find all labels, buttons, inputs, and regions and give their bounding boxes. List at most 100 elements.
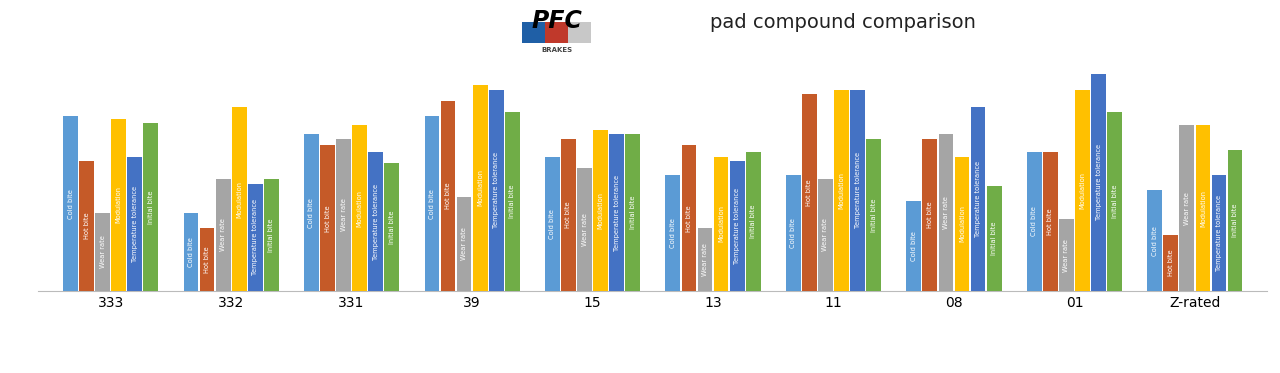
Text: Wear rate: Wear rate: [581, 213, 588, 246]
Bar: [730, 161, 745, 291]
Bar: [1075, 90, 1089, 291]
Text: Modulation: Modulation: [718, 205, 724, 242]
Text: Modulation: Modulation: [598, 192, 604, 229]
Bar: [681, 145, 696, 291]
Bar: [352, 125, 367, 291]
Text: Modulation: Modulation: [237, 181, 242, 218]
Text: Hot bite: Hot bite: [83, 213, 90, 239]
Text: Hot bite: Hot bite: [204, 246, 210, 273]
Bar: [906, 201, 922, 291]
Text: Cold bite: Cold bite: [68, 189, 73, 219]
Text: Modulation: Modulation: [959, 205, 965, 242]
Bar: [803, 94, 817, 291]
Bar: [1164, 235, 1178, 291]
Bar: [1179, 125, 1194, 291]
Bar: [369, 152, 383, 291]
Text: Hot bite: Hot bite: [566, 201, 571, 228]
Text: PFC: PFC: [531, 9, 582, 33]
Text: Cold bite: Cold bite: [790, 218, 796, 248]
Text: Wear rate: Wear rate: [340, 198, 347, 231]
Bar: [425, 116, 439, 291]
Text: Cold bite: Cold bite: [911, 231, 916, 261]
Bar: [1212, 175, 1226, 291]
Bar: [1027, 152, 1042, 291]
Text: Temperature tolerance: Temperature tolerance: [493, 152, 499, 228]
Text: Cold bite: Cold bite: [669, 218, 676, 248]
Text: Hot bite: Hot bite: [1047, 208, 1053, 235]
Bar: [698, 228, 713, 291]
Bar: [305, 134, 319, 291]
Text: Initial bite: Initial bite: [870, 198, 877, 232]
Text: Modulation: Modulation: [357, 189, 362, 227]
Bar: [714, 157, 728, 291]
Bar: [504, 112, 520, 291]
Text: Initial bite: Initial bite: [630, 196, 636, 229]
Text: Initial bite: Initial bite: [269, 218, 274, 252]
Text: Wear rate: Wear rate: [701, 243, 708, 276]
Bar: [1196, 125, 1211, 291]
Text: Temperature tolerance: Temperature tolerance: [252, 199, 259, 275]
Text: Initial bite: Initial bite: [750, 205, 756, 238]
Text: Wear rate: Wear rate: [1184, 192, 1190, 225]
Bar: [923, 139, 937, 291]
Bar: [577, 168, 591, 291]
Bar: [440, 101, 456, 291]
Text: Initial bite: Initial bite: [389, 210, 394, 244]
Bar: [248, 184, 262, 291]
Bar: [786, 175, 801, 291]
Bar: [1107, 112, 1123, 291]
Text: Temperature tolerance: Temperature tolerance: [613, 175, 620, 251]
Text: Wear rate: Wear rate: [461, 228, 467, 260]
Bar: [128, 157, 142, 291]
Text: Temperature tolerance: Temperature tolerance: [132, 186, 138, 262]
Bar: [337, 139, 351, 291]
Bar: [489, 90, 503, 291]
Text: Cold bite: Cold bite: [1152, 226, 1158, 256]
Text: Initial bite: Initial bite: [1111, 185, 1117, 218]
Text: Temperature tolerance: Temperature tolerance: [1096, 144, 1102, 220]
Text: Temperature tolerance: Temperature tolerance: [1216, 195, 1222, 271]
Bar: [545, 157, 559, 291]
Text: Cold bite: Cold bite: [1032, 207, 1037, 236]
Text: Cold bite: Cold bite: [429, 189, 435, 219]
Bar: [938, 134, 954, 291]
Text: Modulation: Modulation: [1199, 189, 1206, 227]
Text: Hot bite: Hot bite: [686, 205, 692, 232]
Bar: [472, 85, 488, 291]
Bar: [746, 152, 760, 291]
Bar: [545, 22, 568, 43]
Bar: [609, 134, 625, 291]
Text: Initial bite: Initial bite: [147, 190, 154, 224]
Text: Wear rate: Wear rate: [1064, 239, 1069, 272]
Bar: [457, 197, 471, 291]
Bar: [232, 107, 247, 291]
Bar: [835, 90, 849, 291]
Bar: [264, 179, 279, 291]
Text: Temperature tolerance: Temperature tolerance: [372, 184, 379, 260]
Text: Initial bite: Initial bite: [509, 185, 516, 218]
Text: Hot bite: Hot bite: [1167, 250, 1174, 276]
Bar: [384, 163, 399, 291]
Bar: [183, 213, 198, 291]
Text: Modulation: Modulation: [838, 172, 845, 209]
Bar: [63, 116, 78, 291]
Text: BRAKES: BRAKES: [541, 47, 572, 53]
Bar: [111, 119, 127, 291]
Text: Hot bite: Hot bite: [445, 182, 451, 209]
Text: Modulation: Modulation: [115, 186, 122, 223]
Text: Hot bite: Hot bite: [927, 201, 933, 228]
Bar: [867, 139, 881, 291]
Bar: [1091, 74, 1106, 291]
Bar: [200, 228, 215, 291]
Text: Wear rate: Wear rate: [823, 219, 828, 251]
Bar: [568, 22, 591, 43]
Bar: [95, 213, 110, 291]
Bar: [143, 123, 159, 291]
Bar: [1059, 219, 1074, 291]
Text: Cold bite: Cold bite: [549, 209, 556, 239]
Bar: [216, 179, 230, 291]
Bar: [970, 107, 986, 291]
Text: Hot bite: Hot bite: [325, 205, 330, 232]
Bar: [1147, 190, 1162, 291]
Text: Wear rate: Wear rate: [100, 235, 106, 268]
